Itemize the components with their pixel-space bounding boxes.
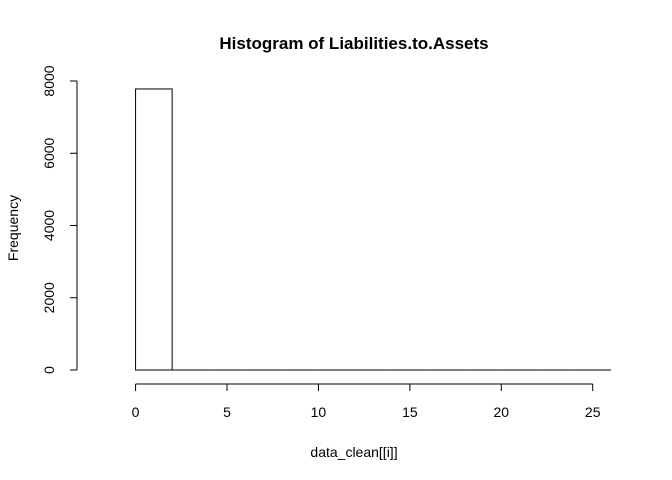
x-tick-label: 10 — [311, 404, 327, 420]
y-tick-label: 4000 — [41, 210, 57, 241]
x-axis: 0 5 10 15 20 25 — [132, 383, 601, 420]
y-tick-label: 2000 — [41, 282, 57, 313]
y-axis-label: Frequency — [5, 195, 21, 261]
histogram-bar-0 — [135, 88, 173, 371]
y-tick-label: 0 — [41, 366, 57, 374]
x-tick-label: 25 — [585, 404, 601, 420]
x-axis-label: data_clean[[i]] — [310, 444, 397, 460]
x-tick-label: 0 — [132, 404, 140, 420]
y-tick-label: 8000 — [41, 65, 57, 96]
y-axis: 0 2000 4000 6000 8000 — [41, 65, 78, 374]
y-tick-label: 6000 — [41, 137, 57, 168]
bars-group — [135, 88, 611, 371]
x-tick-label: 15 — [402, 404, 418, 420]
x-tick-label: 20 — [493, 404, 509, 420]
x-tick-label: 5 — [223, 404, 231, 420]
chart-title: Histogram of Liabilities.to.Assets — [219, 34, 488, 53]
